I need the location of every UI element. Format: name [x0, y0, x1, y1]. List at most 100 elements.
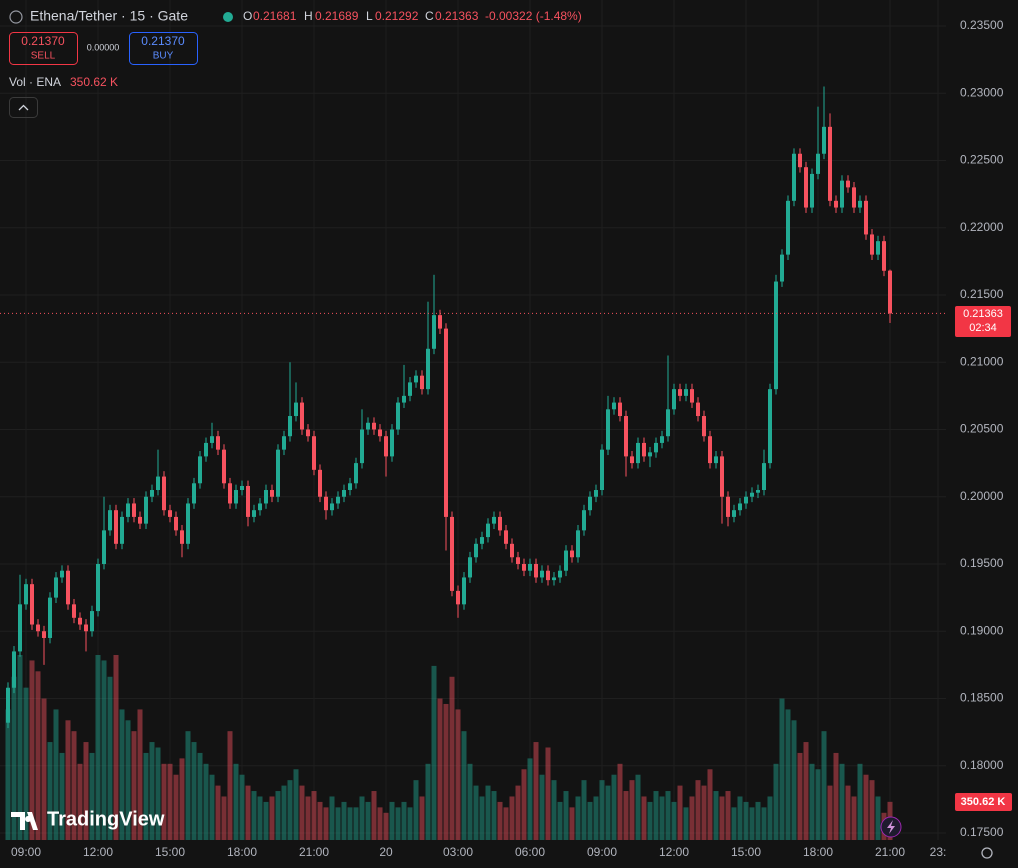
candle-body	[642, 442, 647, 457]
l-label: L	[366, 9, 373, 23]
candle-body	[329, 503, 334, 511]
candle-body	[407, 382, 412, 396]
y-tick-label: 0.19500	[960, 556, 1004, 570]
volume-bar	[485, 785, 491, 840]
candle-body	[564, 550, 569, 571]
candle-body	[113, 510, 118, 544]
candle-body	[65, 570, 70, 605]
volume-bar	[575, 796, 581, 840]
symbol-title[interactable]: Ethena/Tether · 15 · Gate	[30, 8, 188, 24]
volume-bar	[665, 791, 671, 840]
volume-bar	[83, 742, 89, 840]
candle-body	[191, 483, 196, 504]
candle-body	[888, 270, 893, 314]
volume-title: Vol · ENA	[9, 75, 61, 89]
volume-bar	[659, 796, 665, 840]
volume-bar	[23, 687, 29, 840]
volume-bar	[689, 796, 695, 840]
volume-tag	[955, 793, 1012, 811]
candle-body	[311, 436, 316, 470]
candle-body	[41, 631, 46, 638]
volume-bar	[539, 774, 545, 840]
volume-bar	[233, 763, 239, 840]
sell-button[interactable]	[9, 32, 78, 65]
candle-body	[401, 395, 406, 403]
settings-button[interactable]	[981, 847, 993, 859]
collapse-button[interactable]	[9, 97, 38, 118]
candle-body	[834, 200, 839, 208]
buy-button[interactable]	[129, 32, 198, 65]
y-tick-label: 0.22500	[960, 153, 1004, 167]
volume-bar	[761, 807, 767, 840]
volume-bar	[47, 742, 53, 840]
candle-body	[486, 523, 491, 538]
volume-bar	[815, 769, 821, 840]
candle-body	[5, 687, 10, 723]
candle-body	[588, 496, 593, 511]
volume-bar	[791, 720, 797, 840]
candle-body	[17, 604, 22, 652]
volume-bar	[197, 752, 203, 840]
candle-body	[383, 436, 388, 457]
candle-body	[83, 624, 88, 632]
candle-body	[389, 429, 394, 457]
candle-body	[53, 577, 58, 598]
sell-price: 0.21370	[21, 34, 65, 48]
volume-bar	[425, 763, 431, 840]
candle-body	[540, 570, 545, 578]
candle-body	[233, 490, 238, 504]
candle-body	[618, 402, 623, 417]
volume-bar	[533, 742, 539, 840]
candle-body	[293, 402, 298, 417]
volume-bar	[359, 796, 365, 840]
candle-body	[648, 452, 653, 457]
volume-bar	[467, 763, 473, 840]
volume-bar	[767, 796, 773, 840]
volume-bar	[461, 731, 467, 840]
y-tick-label: 0.22000	[960, 220, 1004, 234]
volume-bar	[551, 780, 557, 840]
candle-body	[431, 315, 436, 349]
volume-bar	[803, 742, 809, 840]
candle-body	[774, 281, 779, 390]
candle-body	[89, 611, 94, 632]
candle-body	[696, 402, 701, 417]
y-tick-label: 0.20000	[960, 489, 1004, 503]
candle-body	[257, 503, 262, 511]
volume-bar	[545, 747, 551, 840]
volume-bar	[215, 785, 221, 840]
candle-body	[101, 530, 106, 564]
volume-bar	[335, 807, 341, 840]
candle-body	[341, 490, 346, 497]
candle-body	[480, 537, 484, 544]
candle-body	[624, 416, 629, 457]
volume-bar	[479, 796, 485, 840]
logo[interactable]: TradingView	[11, 808, 165, 830]
volume-bar	[707, 769, 713, 840]
volume-bar	[599, 780, 605, 840]
volume-bar	[413, 780, 419, 840]
candle-body	[263, 490, 268, 504]
volume-bar	[611, 774, 617, 840]
volume-bar	[137, 709, 143, 840]
volume-bar	[569, 807, 575, 840]
volume-bar	[677, 785, 683, 840]
volume-bar	[653, 791, 659, 840]
volume-bar	[821, 731, 827, 840]
candle-body	[77, 617, 82, 625]
candle-body	[347, 483, 352, 491]
volume-bar	[347, 807, 353, 840]
volume-bar	[797, 752, 803, 840]
logo-mark	[11, 812, 38, 830]
candle-body	[714, 456, 719, 464]
volume-bar	[515, 785, 521, 840]
candle-body	[816, 153, 821, 174]
volume-bar	[563, 791, 569, 840]
candle-body	[131, 503, 136, 517]
volume-bar	[371, 791, 377, 840]
y-tick-label: 0.21000	[960, 354, 1004, 368]
candle-body	[371, 422, 376, 430]
volume-bar	[89, 752, 95, 840]
candle-body	[798, 153, 803, 168]
volume-bar	[77, 763, 83, 840]
